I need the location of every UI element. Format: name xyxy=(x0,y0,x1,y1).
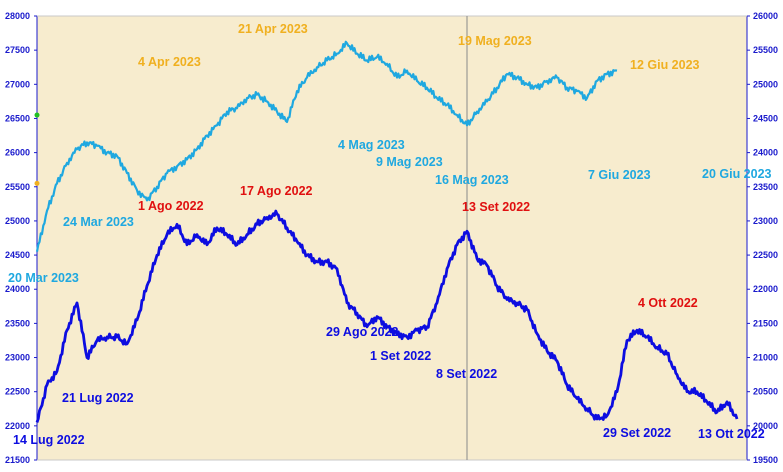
series-line-2022 xyxy=(35,209,739,423)
date-annotation: 7 Giu 2023 xyxy=(588,168,651,182)
date-annotation: 4 Mag 2023 xyxy=(338,138,405,152)
left-tick-label: 25500 xyxy=(5,182,30,192)
right-tick-label: 25000 xyxy=(753,79,778,89)
date-annotation: 21 Apr 2023 xyxy=(238,22,308,36)
date-annotation: 19 Mag 2023 xyxy=(458,34,532,48)
date-annotation: 9 Mag 2023 xyxy=(376,155,443,169)
left-tick-label: 23000 xyxy=(5,353,30,363)
date-annotation: 4 Apr 2023 xyxy=(138,55,201,69)
left-tick-label: 26000 xyxy=(5,148,30,158)
date-annotation: 20 Mar 2023 xyxy=(8,271,79,285)
axis-marker-dot xyxy=(34,112,40,118)
series-line-2023 xyxy=(35,40,618,252)
left-tick-label: 27500 xyxy=(5,45,30,55)
date-annotation: 29 Set 2022 xyxy=(603,426,671,440)
date-annotation: 13 Set 2022 xyxy=(462,200,530,214)
left-tick-label: 24000 xyxy=(5,284,30,294)
left-tick-label: 28000 xyxy=(5,11,30,21)
left-tick-label: 21500 xyxy=(5,455,30,465)
date-annotation: 4 Ott 2022 xyxy=(638,296,698,310)
date-annotation: 8 Set 2022 xyxy=(436,367,497,381)
date-annotation: 21 Lug 2022 xyxy=(62,391,134,405)
axis-marker-dot xyxy=(34,180,40,186)
left-tick-label: 22000 xyxy=(5,421,30,431)
left-tick-label: 24500 xyxy=(5,250,30,260)
left-tick-label: 26500 xyxy=(5,113,30,123)
left-axis-ticks: 21500 22000 22500 23000 23500 24000 24500 25000… xyxy=(5,11,37,465)
right-tick-label: 19500 xyxy=(753,455,778,465)
left-tick-label: 22500 xyxy=(5,387,30,397)
right-tick-label: 20500 xyxy=(753,387,778,397)
date-annotation: 20 Giu 2023 xyxy=(702,167,772,181)
right-tick-label: 21500 xyxy=(753,318,778,328)
series-lines xyxy=(35,40,739,423)
right-tick-label: 23500 xyxy=(753,182,778,192)
date-annotation: 12 Giu 2023 xyxy=(630,58,700,72)
date-annotation: 14 Lug 2022 xyxy=(13,433,85,447)
right-tick-label: 24000 xyxy=(753,148,778,158)
left-tick-label: 25000 xyxy=(5,216,30,226)
right-tick-label: 24500 xyxy=(753,113,778,123)
left-tick-label: 27000 xyxy=(5,79,30,89)
date-annotation: 1 Ago 2022 xyxy=(138,199,204,213)
right-tick-label: 23000 xyxy=(753,216,778,226)
date-annotation: 24 Mar 2023 xyxy=(63,215,134,229)
date-annotation: 29 Ago 2022 xyxy=(326,325,399,339)
left-axis-markers xyxy=(34,112,40,186)
right-tick-label: 22500 xyxy=(753,250,778,260)
date-annotation: 13 Ott 2022 xyxy=(698,427,765,441)
right-tick-label: 25500 xyxy=(753,45,778,55)
plot-background xyxy=(37,16,747,460)
right-axis-ticks: 19500 20000 20500 21000 21500 22000 22500 23000… xyxy=(747,11,778,465)
date-annotation: 1 Set 2022 xyxy=(370,349,431,363)
right-tick-label: 21000 xyxy=(753,353,778,363)
date-annotation: 16 Mag 2023 xyxy=(435,173,509,187)
date-annotations: 21 Apr 2023 4 Apr 2023 19 Mag 2023 12 Giu 2… xyxy=(8,22,772,447)
left-tick-label: 23500 xyxy=(5,318,30,328)
right-tick-label: 26000 xyxy=(753,11,778,21)
right-tick-label: 22000 xyxy=(753,284,778,294)
right-tick-label: 20000 xyxy=(753,421,778,431)
date-annotation: 17 Ago 2022 xyxy=(240,184,313,198)
